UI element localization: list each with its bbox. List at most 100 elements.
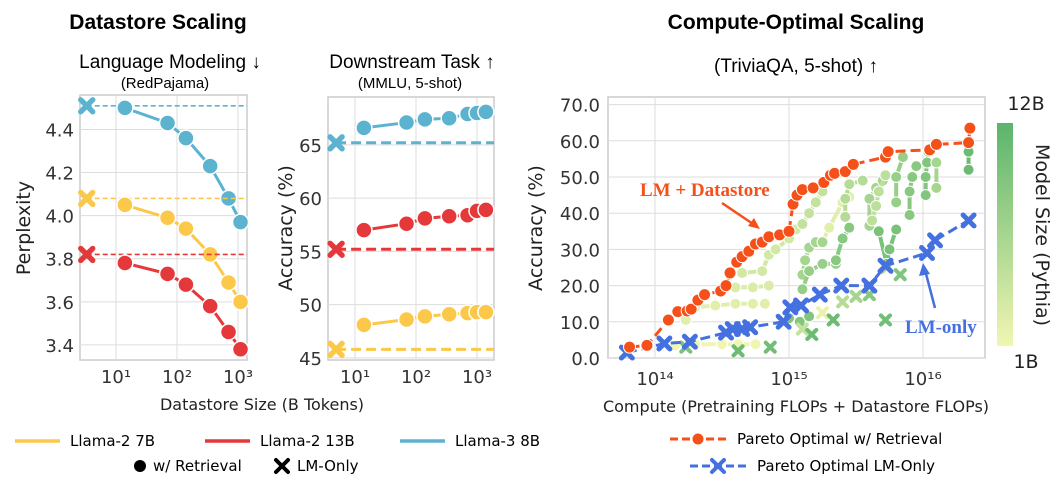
pareto-lm-point <box>811 286 828 303</box>
retrieval-point <box>158 114 177 132</box>
model-lm-only-point <box>849 289 863 303</box>
x-tick-label: 10³ <box>462 367 492 388</box>
lm-datastore-arrow <box>721 201 757 228</box>
perplexity-y-label: Perplexity <box>13 181 35 275</box>
retrieval-point <box>177 275 195 294</box>
legend-retrieval-marker <box>134 460 146 472</box>
model-lm-only-point <box>836 295 850 309</box>
model-retrieval-point <box>962 163 975 176</box>
model-retrieval-point <box>716 338 728 351</box>
lm-datastore-annotation: LM + Datastore <box>640 180 770 201</box>
pareto-lm-point <box>681 333 698 350</box>
legend-label-retrieval: w/ Retrieval <box>153 457 242 475</box>
colorbar-min-label: 1B <box>1013 351 1038 373</box>
model-retrieval-line <box>843 178 864 217</box>
legend-label-pareto-retrieval: Pareto Optimal w/ Retrieval <box>737 430 942 448</box>
model-retrieval-point <box>829 254 842 267</box>
pareto-retrieval-point <box>838 165 852 179</box>
retrieval-point <box>219 273 238 292</box>
model-retrieval-point <box>736 266 749 279</box>
redpajama-subtitle: (RedPajama) <box>121 75 209 92</box>
y-tick-label: 10.0 <box>560 313 600 334</box>
model-retrieval-point <box>803 310 816 323</box>
x-tick-label: 10² <box>401 367 431 388</box>
y-tick-label: 0.0 <box>571 349 600 370</box>
retrieval-point <box>397 113 416 132</box>
retrieval-point <box>201 157 219 175</box>
compute-y-label: Accuracy (%) <box>525 165 547 291</box>
retrieval-point <box>397 310 416 329</box>
model-retrieval-point <box>890 196 903 209</box>
retrieval-point <box>477 303 495 321</box>
model-retrieval-point <box>930 156 943 169</box>
model-retrieval-line <box>876 228 899 265</box>
y-tick-label: 4.4 <box>45 120 74 141</box>
datastore-scaling-title: Datastore Scaling <box>69 11 246 34</box>
retrieval-point <box>440 207 458 226</box>
pareto-retrieval-point <box>698 288 712 302</box>
model-retrieval-point <box>749 338 762 351</box>
retrieval-point <box>416 209 434 228</box>
retrieval-point <box>158 209 177 227</box>
x-tick-label: 10¹⁴ <box>636 369 673 390</box>
model-retrieval-point <box>866 214 879 227</box>
plot-area <box>79 94 248 361</box>
model-retrieval-point <box>796 283 809 296</box>
lm-datastore-arrowhead <box>748 218 760 229</box>
pareto-retrieval-point <box>795 183 809 197</box>
model-lm-only-point <box>815 306 830 320</box>
pareto-retrieval-point <box>723 266 737 280</box>
model-retrieval-point <box>756 265 769 278</box>
mmlu-subtitle: (MMLU, 5-shot) <box>358 75 462 92</box>
pareto-retrieval-point <box>684 302 698 316</box>
pareto-retrieval-point <box>762 230 776 244</box>
pareto-lm-point <box>775 313 792 330</box>
pareto-retrieval-point <box>828 166 842 180</box>
model-lm-only-point <box>731 344 745 358</box>
model-retrieval-point <box>883 243 896 256</box>
pareto-lm-point <box>927 232 944 249</box>
y-tick-label: 30.0 <box>560 240 600 261</box>
language-modeling-subtitle: Language Modeling ↓ <box>79 52 261 73</box>
pareto-retrieval-point <box>963 121 977 135</box>
y-tick-label: 60 <box>299 189 322 210</box>
pareto-lm-line <box>626 219 970 355</box>
model-retrieval-point <box>872 225 885 238</box>
model-retrieval-point <box>919 189 932 202</box>
model-retrieval-point <box>843 221 856 234</box>
model-lm-only-point <box>878 313 893 327</box>
model-retrieval-point <box>930 181 943 194</box>
model-retrieval-point <box>709 299 722 312</box>
y-tick-label: 3.8 <box>45 250 74 271</box>
model-retrieval-point <box>896 151 909 164</box>
model-retrieval-point <box>803 207 816 220</box>
lm-only-marker <box>327 240 345 258</box>
x-tick-label: 10¹⁵ <box>770 369 807 390</box>
legend-marker-pareto-lm <box>710 458 726 474</box>
compute-x-label: Compute (Pretraining FLOPs + Datastore F… <box>603 397 989 416</box>
model-retrieval-point <box>823 221 836 234</box>
lm-only-arrowhead <box>919 263 930 276</box>
model-retrieval-line <box>800 261 836 290</box>
triviaqa-subtitle: (TriviaQA, 5-shot) ↑ <box>714 56 878 77</box>
y-tick-label: 50.0 <box>560 168 600 189</box>
model-lm-only-point <box>893 268 907 282</box>
model-retrieval-point <box>870 199 883 212</box>
model-lm-only-point <box>805 327 819 341</box>
y-tick-label: 3.6 <box>45 293 74 314</box>
model-retrieval-point <box>746 281 759 294</box>
lm-only-marker <box>78 97 96 115</box>
model-retrieval-point <box>903 185 916 198</box>
retrieval-point <box>416 110 434 129</box>
y-tick-label: 3.4 <box>45 336 74 357</box>
model-retrieval-point <box>872 185 885 198</box>
retrieval-point <box>397 214 416 233</box>
y-tick-label: 4.2 <box>45 164 74 185</box>
compute-optimal-title: Compute-Optimal Scaling <box>668 11 925 34</box>
pareto-retrieval-point <box>640 338 654 352</box>
pareto-lm-point <box>960 212 977 229</box>
y-tick-label: 20.0 <box>560 277 600 298</box>
retrieval-point <box>440 109 458 128</box>
colorbar-max-label: 12B <box>1007 93 1044 115</box>
